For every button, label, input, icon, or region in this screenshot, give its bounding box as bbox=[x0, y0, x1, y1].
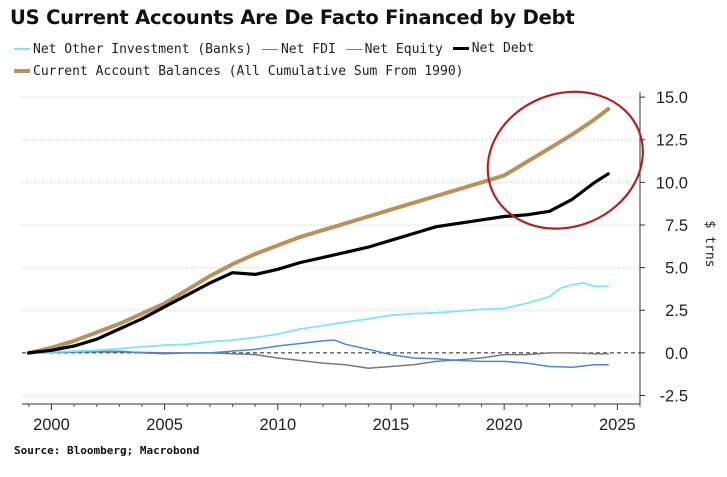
chart-title: US Current Accounts Are De Facto Finance… bbox=[10, 6, 575, 29]
legend-item-current-account: Current Account Balances (All Cumulative… bbox=[14, 64, 463, 79]
legend-item-net-fdi: Net FDI bbox=[261, 42, 336, 57]
y-tick-label: -2.5 bbox=[660, 387, 688, 405]
y-tick-label: 7.5 bbox=[665, 217, 688, 235]
x-tick-label: 2015 bbox=[373, 416, 410, 434]
legend-swatch-net-debt bbox=[452, 47, 469, 50]
y-tick-label: 2.5 bbox=[665, 302, 688, 320]
legend-label-net-other-investment: Net Other Investment (Banks) bbox=[33, 41, 253, 57]
y-axis-label: $ trns bbox=[702, 221, 717, 268]
legend-swatch-net-other-investment bbox=[14, 48, 30, 50]
y-tick-label: 0.0 bbox=[665, 345, 688, 363]
x-tick-label: 2000 bbox=[33, 416, 70, 434]
x-tick-label: 2010 bbox=[259, 416, 296, 434]
legend-swatch-net-fdi bbox=[261, 49, 278, 50]
y-tick-label: 15.0 bbox=[656, 89, 688, 107]
legend-label-current-account: Current Account Balances (All Cumulative… bbox=[33, 63, 464, 79]
legend-label-net-debt: Net Debt bbox=[471, 41, 535, 56]
legend-row-2: Current Account Balances (All Cumulative… bbox=[14, 62, 465, 79]
legend-swatch-net-equity bbox=[345, 49, 362, 50]
series-line-current-account-balances-all-cumulative-sum-from-1990 bbox=[26, 107, 611, 355]
y-tick-label: 5.0 bbox=[665, 260, 688, 278]
legend-label-net-fdi: Net FDI bbox=[280, 42, 336, 57]
legend-row-1: Net Other Investment (Banks) Net FDI Net… bbox=[14, 39, 536, 57]
legend-item-net-debt: Net Debt bbox=[452, 41, 535, 56]
legend-item-net-equity: Net Equity bbox=[345, 42, 443, 57]
source-note: Source: Bloomberg; Macrobond bbox=[14, 444, 200, 457]
series-line-net-other-investment-banks bbox=[27, 282, 610, 354]
legend-swatch-current-account bbox=[14, 69, 30, 73]
x-tick-label: 2025 bbox=[599, 416, 636, 434]
series-line-net-fdi bbox=[28, 351, 610, 369]
y-tick-label: 10.0 bbox=[656, 174, 688, 192]
y-tick-label: 12.5 bbox=[656, 132, 688, 150]
series-line-net-debt bbox=[27, 172, 610, 355]
legend-item-net-other-investment: Net Other Investment (Banks) bbox=[14, 42, 252, 57]
x-tick-label: 2005 bbox=[146, 416, 183, 434]
series-line-net-equity bbox=[28, 339, 610, 369]
x-tick-label: 2020 bbox=[486, 416, 523, 434]
legend-label-net-equity: Net Equity bbox=[364, 42, 443, 57]
highlight-ellipse bbox=[486, 90, 644, 230]
